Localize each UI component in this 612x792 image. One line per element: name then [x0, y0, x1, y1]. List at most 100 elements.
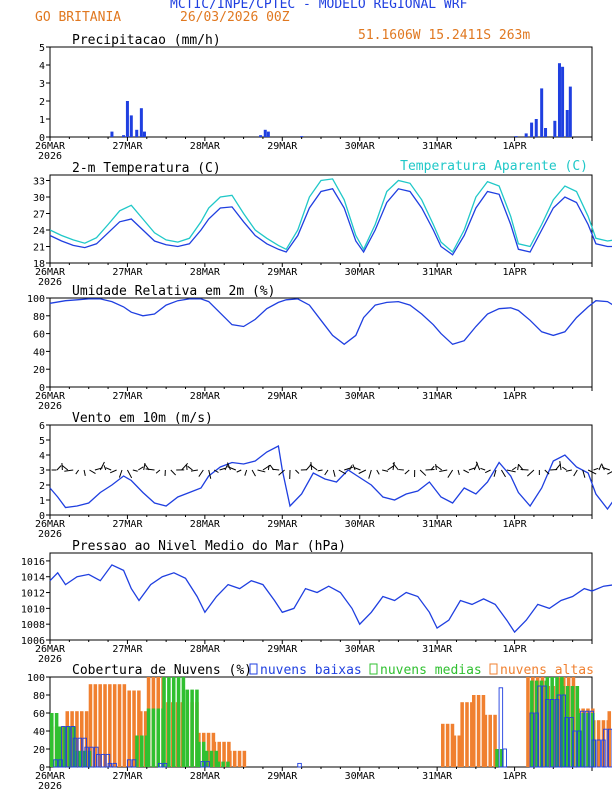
cloud-bar-low: [77, 737, 83, 768]
x-year-label: 2026: [38, 151, 62, 162]
cloud-bar-low: [542, 685, 547, 768]
cloud-bar-mid: [545, 677, 550, 767]
y-tick-label: 60: [33, 330, 45, 341]
cloud-bar-mid: [581, 713, 585, 767]
x-tick-label: 31MAR: [422, 644, 453, 655]
x-tick-label: 27MAR: [112, 771, 143, 782]
panel-title: 2-m Temperatura (C): [72, 161, 221, 176]
x-tick-label: 1APR: [503, 519, 528, 530]
legend-apparent-temp: Temperatura Aparente (C): [400, 159, 588, 174]
cloud-bar-low: [556, 694, 562, 768]
panel-title: Vento em 10m (m/s): [72, 411, 213, 426]
x-year-label: 2026: [38, 401, 62, 412]
precip-bar: [266, 131, 270, 137]
wind-barb: [480, 467, 486, 471]
cloud-bar-high: [232, 750, 237, 767]
cloud-bar-mid: [586, 713, 590, 767]
cloud-bar-high: [483, 714, 488, 767]
wind-barb: [544, 469, 550, 475]
wind-barb: [64, 469, 74, 472]
x-tick-label: 26MAR: [35, 519, 66, 530]
wind-barb: [236, 469, 242, 473]
cloud-bar-low: [66, 726, 71, 768]
panel-title: Pressao ao Nivel Medio do Mar (hPa): [72, 539, 346, 554]
x-tick-label: 29MAR: [267, 391, 298, 402]
x-tick-label: 30MAR: [345, 519, 376, 530]
cloud-bar-high: [493, 714, 497, 767]
y-tick-label: 30: [33, 193, 45, 204]
x-tick-label: 29MAR: [267, 644, 298, 655]
y-tick-label: 4: [39, 61, 45, 72]
precip-bar: [544, 128, 548, 137]
wind-barb: [83, 469, 86, 476]
wind-barb: [587, 469, 597, 475]
precip-bar: [561, 66, 565, 137]
wind-barb: [607, 471, 612, 475]
cloud-bar-low: [569, 717, 574, 768]
x-tick-label: 26MAR: [35, 771, 66, 782]
wind-barb: [244, 469, 248, 476]
y-tick-label: 21: [33, 243, 45, 254]
y-tick-label: 24: [33, 226, 45, 237]
cloud-bar-low: [126, 759, 132, 768]
cloud-bar-low: [205, 761, 210, 768]
wind-barb: [126, 469, 133, 479]
cloud-bar-high: [465, 702, 469, 767]
series-line: [49, 445, 612, 511]
wind-barb: [75, 469, 80, 475]
cloud-bar-mid: [181, 677, 186, 767]
x-tick-label: 31MAR: [422, 267, 453, 278]
cloud-bar-mid: [54, 713, 59, 767]
cloud-bar-mid: [140, 735, 144, 767]
cloud-bar-high: [457, 735, 462, 767]
wind-barb: [463, 469, 470, 474]
legend-label: nuvens medias: [380, 663, 482, 678]
legend-label: nuvens altas: [500, 663, 594, 678]
precip-bar: [122, 135, 126, 137]
precip-bar: [540, 88, 544, 137]
precip-bar: [568, 86, 572, 137]
y-tick-label: 1016: [21, 557, 45, 568]
wind-barb: [344, 466, 353, 471]
y-tick-label: 1: [39, 115, 45, 126]
cloud-bar-mid: [78, 750, 82, 767]
y-tick-label: 1010: [21, 604, 45, 615]
x-tick-label: 27MAR: [112, 519, 143, 530]
chart-title: MCTIC/INPE/CPTEC - MODELO REGIONAL WRF: [170, 0, 468, 12]
wind-barb: [439, 469, 448, 473]
x-tick-label: 29MAR: [267, 141, 298, 152]
run-date-label: 26/03/2026 00Z: [180, 10, 290, 25]
precip-bar: [142, 131, 146, 137]
wind-barb: [132, 469, 138, 472]
wind-barb: [278, 469, 285, 476]
x-tick-label: 31MAR: [422, 141, 453, 152]
legend-swatch: [369, 663, 378, 675]
wind-barb: [338, 469, 347, 475]
x-tick-label: 30MAR: [345, 771, 376, 782]
wind-barb: [430, 465, 435, 471]
cloud-bar-low: [131, 759, 137, 768]
cloud-bar-mid: [156, 708, 161, 767]
cloud-bar-mid: [500, 749, 504, 767]
wind-barb: [309, 464, 318, 471]
wind-barb: [89, 469, 96, 475]
cloud-bar-low: [534, 712, 539, 768]
precip-bar: [534, 119, 538, 137]
cloud-bar-high: [228, 750, 232, 767]
coordinates-label: 51.1606W 15.2411S 263m: [358, 28, 531, 43]
wind-barb: [227, 462, 231, 471]
wind-barb: [109, 469, 117, 474]
panel-5: [46, 552, 612, 644]
wind-barb: [435, 463, 437, 471]
panel-title: Precipitacao (mm/h): [72, 33, 221, 48]
wind-barb: [387, 465, 394, 471]
cloud-bar-mid: [195, 689, 199, 767]
panel-1: [46, 46, 593, 141]
wind-barb: [484, 469, 491, 474]
wind-barb: [468, 467, 476, 471]
wind-barb: [457, 469, 460, 475]
x-tick-label: 29MAR: [267, 267, 298, 278]
precip-bar: [110, 131, 114, 137]
cloud-bar-low: [591, 739, 596, 768]
x-tick-label: 28MAR: [190, 771, 221, 782]
